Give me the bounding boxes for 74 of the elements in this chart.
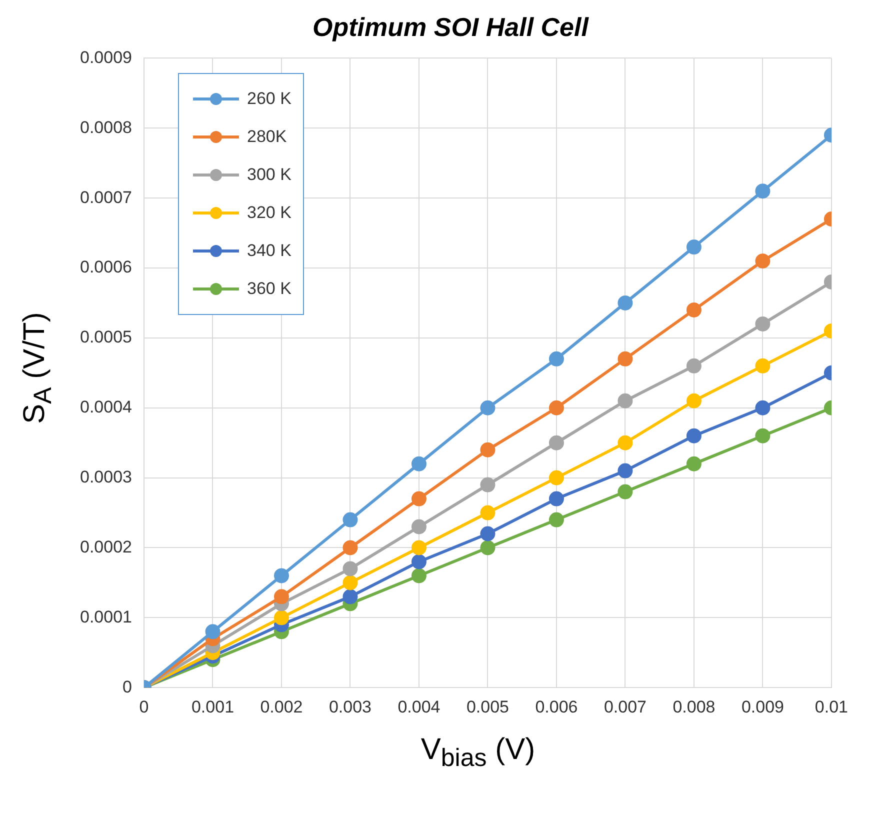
point (274, 568, 289, 584)
x-tick-label: 0.009 (741, 697, 784, 716)
point (274, 610, 289, 626)
point (205, 624, 220, 640)
point (480, 505, 496, 520)
point (755, 254, 770, 269)
point (342, 589, 358, 604)
point (548, 512, 564, 528)
point (686, 302, 702, 318)
point (480, 477, 496, 492)
y-tick-label: 0.0009 (80, 48, 132, 67)
x-tick-label: 0.001 (191, 697, 234, 716)
x-tick-label: 0.005 (466, 697, 509, 716)
point (686, 393, 702, 408)
x-tick-label: 0.004 (398, 697, 440, 716)
point (411, 491, 426, 506)
legend-label: 300 K (247, 165, 292, 185)
point (411, 568, 426, 584)
point (480, 540, 496, 556)
point (755, 316, 770, 332)
x-tick-label: 0.008 (672, 697, 716, 716)
x-tick-label: 0.002 (260, 697, 303, 716)
y-tick-label: 0.0005 (80, 328, 132, 347)
point (548, 351, 564, 366)
y-tick-label: 0.0003 (80, 467, 132, 486)
point (548, 491, 564, 506)
x-tick-label: 0.003 (328, 697, 372, 716)
legend-label: 260 K (247, 89, 292, 109)
point (755, 184, 770, 199)
y-tick-label: 0.0008 (80, 118, 132, 137)
x-tick-label: 0 (139, 697, 149, 716)
x-axis-title: V$_{bias}$ (V) (420, 733, 536, 773)
point (342, 540, 358, 556)
x-tick-label: 0.01 (814, 697, 848, 716)
y-tick-label: 0 (122, 677, 132, 696)
point (411, 554, 426, 570)
point (686, 240, 702, 255)
point (548, 470, 564, 486)
point (755, 358, 770, 374)
y-tick-label: 0.0004 (80, 398, 132, 417)
legend-label: 320 K (247, 203, 292, 223)
point (686, 358, 702, 374)
point (548, 400, 564, 416)
point (618, 393, 633, 408)
point (411, 519, 426, 534)
x-tick-label: 0.007 (604, 697, 646, 716)
y-tick-label: 0.0001 (80, 607, 132, 626)
point (755, 400, 770, 416)
point (686, 456, 702, 472)
legend-label: 280K (247, 127, 287, 147)
point (618, 435, 633, 450)
point (548, 435, 564, 450)
point (342, 512, 358, 528)
x-tick-label: 0.006 (535, 697, 578, 716)
point (342, 575, 358, 590)
point (411, 540, 426, 556)
point (342, 561, 358, 576)
point (480, 526, 496, 542)
point (618, 463, 633, 478)
point (618, 484, 633, 500)
point (480, 400, 496, 416)
point (480, 442, 496, 458)
chart-title: Optimum SOI Hall Cell (312, 12, 590, 42)
point (686, 428, 702, 444)
point (411, 456, 426, 472)
legend-label: 360 K (247, 279, 292, 299)
y-tick-label: 0.0002 (80, 537, 132, 556)
legend-label: 340 K (247, 241, 292, 261)
point (618, 351, 633, 366)
y-tick-label: 0.0006 (80, 258, 132, 277)
y-tick-label: 0.0007 (80, 188, 132, 207)
point (755, 428, 770, 444)
point (274, 589, 289, 604)
point (618, 295, 633, 310)
